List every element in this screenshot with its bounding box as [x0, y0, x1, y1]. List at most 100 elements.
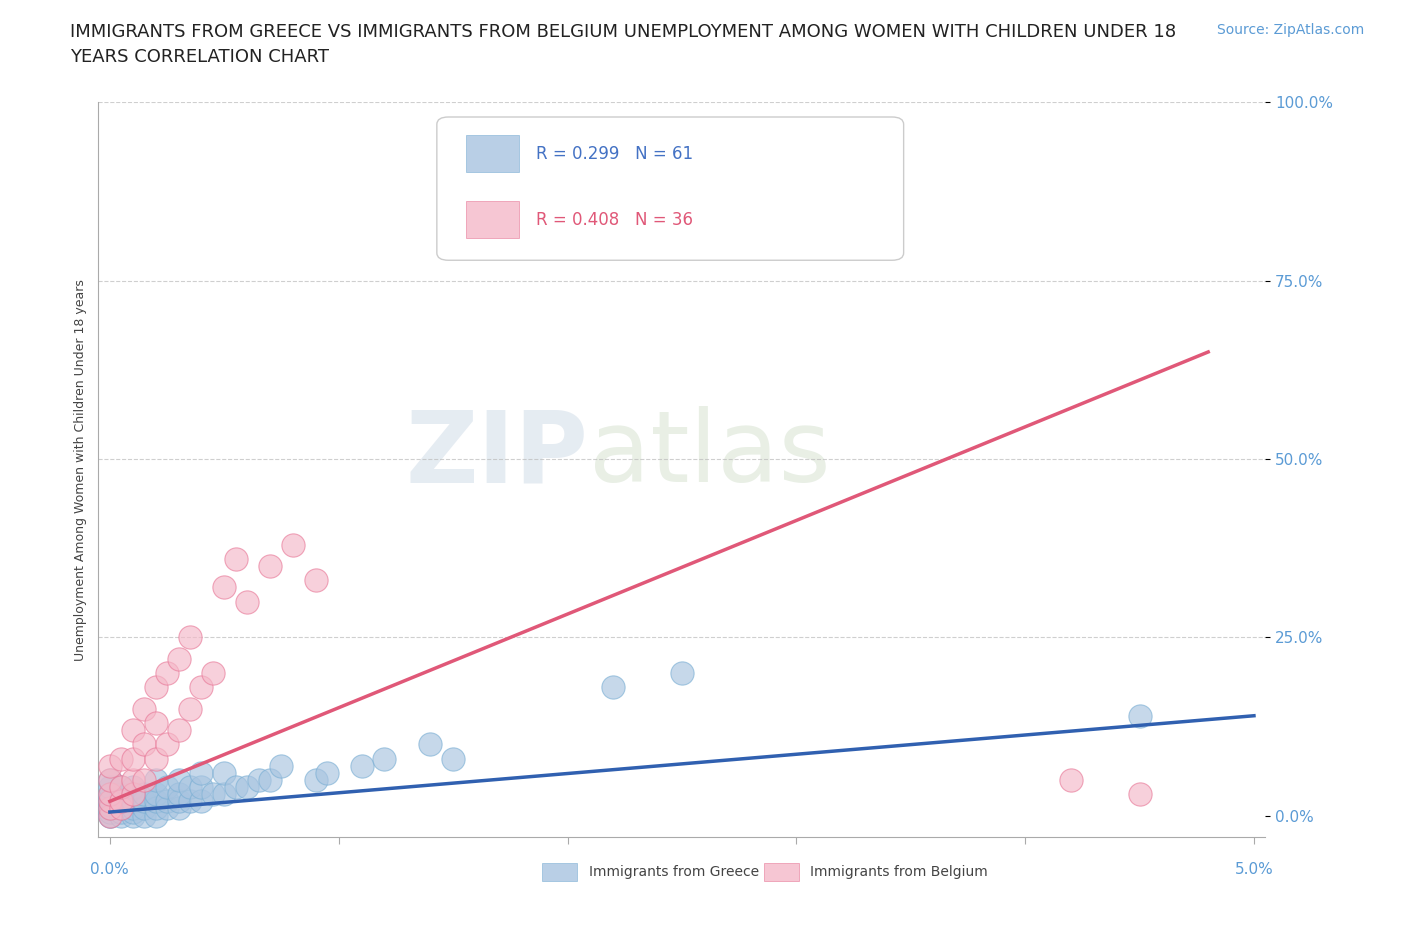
Point	[305, 573, 328, 588]
Point	[305, 773, 328, 788]
Point	[156, 666, 179, 681]
Point	[236, 779, 259, 794]
Point	[1060, 773, 1083, 788]
Point	[201, 787, 224, 802]
Point	[214, 787, 236, 802]
Point	[316, 765, 339, 780]
Point	[134, 737, 156, 751]
Point	[98, 787, 121, 802]
Text: 0.0%: 0.0%	[90, 862, 129, 877]
Point	[156, 737, 179, 751]
FancyBboxPatch shape	[465, 136, 519, 172]
Point	[110, 779, 132, 794]
FancyBboxPatch shape	[437, 117, 904, 260]
Point	[179, 630, 201, 644]
Point	[225, 779, 247, 794]
Point	[134, 801, 156, 816]
Point	[98, 794, 121, 809]
Point	[110, 797, 132, 812]
Point	[121, 773, 143, 788]
Point	[121, 794, 143, 809]
Point	[98, 808, 121, 823]
Text: ZIP: ZIP	[406, 406, 589, 503]
Point	[134, 787, 156, 802]
Point	[98, 808, 121, 823]
Point	[236, 594, 259, 609]
Point	[98, 797, 121, 812]
Point	[98, 801, 121, 816]
Point	[1128, 709, 1150, 724]
Point	[214, 580, 236, 595]
Point	[190, 680, 212, 695]
FancyBboxPatch shape	[541, 863, 576, 881]
Y-axis label: Unemployment Among Women with Children Under 18 years: Unemployment Among Women with Children U…	[75, 279, 87, 660]
Point	[110, 801, 132, 816]
Point	[110, 801, 132, 816]
Point	[145, 808, 167, 823]
Point	[167, 787, 190, 802]
Point	[121, 779, 143, 794]
Point	[179, 794, 201, 809]
Point	[201, 666, 224, 681]
Point	[98, 779, 121, 794]
Text: IMMIGRANTS FROM GREECE VS IMMIGRANTS FROM BELGIUM UNEMPLOYMENT AMONG WOMEN WITH : IMMIGRANTS FROM GREECE VS IMMIGRANTS FRO…	[70, 23, 1177, 41]
Point	[156, 794, 179, 809]
Point	[110, 808, 132, 823]
Point	[121, 751, 143, 766]
Point	[110, 804, 132, 819]
Point	[98, 801, 121, 816]
Point	[179, 779, 201, 794]
Point	[1128, 787, 1150, 802]
Point	[110, 794, 132, 809]
Point	[190, 794, 212, 809]
Point	[134, 808, 156, 823]
Point	[179, 701, 201, 716]
Point	[98, 804, 121, 819]
Point	[98, 808, 121, 823]
Text: atlas: atlas	[589, 406, 830, 503]
Point	[110, 794, 132, 809]
Point	[259, 559, 281, 574]
Point	[167, 723, 190, 737]
Point	[671, 666, 693, 681]
Point	[350, 758, 373, 773]
Point	[110, 779, 132, 794]
Point	[121, 801, 143, 816]
Text: YEARS CORRELATION CHART: YEARS CORRELATION CHART	[70, 48, 329, 66]
Point	[602, 680, 624, 695]
Point	[419, 737, 441, 751]
Point	[281, 538, 304, 552]
Point	[190, 779, 212, 794]
Point	[110, 787, 132, 802]
Point	[110, 751, 132, 766]
Point	[121, 723, 143, 737]
Point	[167, 801, 190, 816]
Point	[247, 773, 270, 788]
Point	[167, 794, 190, 809]
Point	[270, 758, 292, 773]
Point	[145, 794, 167, 809]
Text: R = 0.408   N = 36: R = 0.408 N = 36	[536, 211, 693, 229]
Point	[98, 773, 121, 788]
Text: Immigrants from Belgium: Immigrants from Belgium	[810, 865, 988, 879]
Point	[134, 773, 156, 788]
Text: 5.0%: 5.0%	[1234, 862, 1274, 877]
Point	[98, 794, 121, 809]
Point	[145, 715, 167, 730]
Point	[98, 773, 121, 788]
Point	[190, 765, 212, 780]
Text: R = 0.299   N = 61: R = 0.299 N = 61	[536, 145, 693, 163]
Point	[98, 790, 121, 805]
Point	[145, 787, 167, 802]
Point	[145, 680, 167, 695]
Point	[134, 701, 156, 716]
Point	[441, 751, 464, 766]
Point	[121, 808, 143, 823]
Point	[134, 794, 156, 809]
Point	[225, 551, 247, 566]
Point	[259, 773, 281, 788]
Point	[156, 801, 179, 816]
Point	[145, 751, 167, 766]
Point	[373, 751, 395, 766]
Point	[121, 787, 143, 802]
